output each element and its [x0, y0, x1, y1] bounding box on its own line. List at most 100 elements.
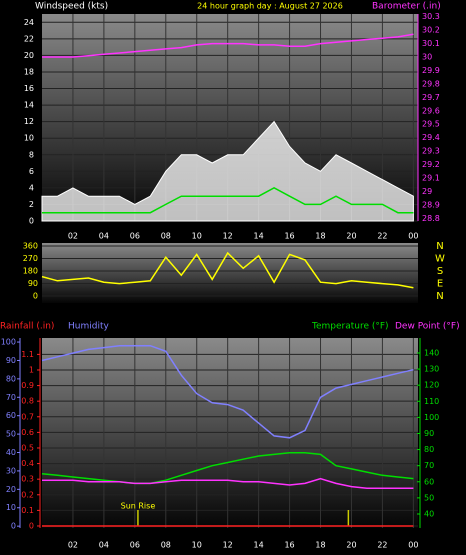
series-label: Rainfall (.in): [0, 322, 54, 332]
y-tick-label: 14: [24, 101, 34, 110]
y-tick-label: 6: [29, 167, 34, 176]
y-tick-label: 28.8: [422, 214, 440, 223]
y-tick-label: 12: [24, 117, 34, 126]
y-tick-label: 29.2: [422, 160, 440, 169]
y-tick-label: 70: [424, 461, 434, 470]
y-tick-label: 8: [29, 150, 34, 159]
x-tick-label: 08: [161, 232, 171, 241]
y-tick-label: 60: [424, 477, 434, 486]
y-tick-label: 0.9: [21, 381, 34, 390]
y-tick-label: 80: [424, 445, 434, 454]
x-tick-label: 04: [99, 541, 109, 550]
y-tick-label: 100: [424, 413, 439, 422]
y-tick-label: 0.4: [21, 459, 34, 468]
y-tick-label: 29.8: [422, 79, 440, 88]
y-tick-label: 270: [23, 254, 38, 263]
x-tick-label: 20: [346, 232, 356, 241]
x-tick-label: 08: [161, 541, 171, 550]
y-tick-label: 0: [29, 521, 34, 530]
y-tick-label: 60: [6, 411, 16, 420]
y-tick-label: 130: [424, 365, 439, 374]
x-tick-label: 04: [99, 232, 109, 241]
y-tick-label: 18: [24, 67, 34, 76]
y-tick-label: 28.9: [422, 200, 440, 209]
y-tick-label: 2: [29, 200, 34, 209]
y-tick-label: 90: [28, 279, 38, 288]
plot-area: [42, 338, 418, 528]
series-line: [42, 33, 414, 58]
x-tick-label: 12: [223, 232, 233, 241]
series-label: Barometer (.in): [372, 2, 441, 12]
series-line: [41, 251, 414, 289]
compass-label: S: [437, 266, 443, 277]
compass-label: E: [437, 279, 443, 290]
marker-label: Sun Rise: [121, 502, 156, 511]
series-area: [41, 120, 414, 222]
y-tick-label: 140: [424, 348, 439, 357]
y-tick-label: 180: [23, 267, 38, 276]
x-tick-label: 18: [315, 541, 325, 550]
x-tick-label: 06: [130, 232, 140, 241]
y-tick-label: 0.7: [21, 412, 34, 421]
y-tick-label: 29: [422, 187, 432, 196]
y-tick-label: 10: [6, 503, 16, 512]
series-line: [42, 477, 414, 489]
x-tick-label: 10: [192, 232, 202, 241]
y-tick-label: 0: [29, 217, 34, 226]
y-tick-label: 29.5: [422, 120, 440, 129]
series-line: [41, 344, 414, 439]
y-tick-label: 90: [6, 356, 16, 365]
y-tick-label: 20: [24, 51, 34, 60]
chart-title: 24 hour graph day : August 27 2026: [197, 2, 343, 11]
series-line: [41, 452, 414, 485]
x-tick-label: 12: [223, 541, 233, 550]
y-tick-label: 70: [6, 393, 16, 402]
x-tick-label: 20: [346, 541, 356, 550]
series-line: [42, 187, 414, 214]
x-tick-label: 22: [377, 541, 387, 550]
y-tick-label: 360: [23, 242, 38, 251]
y-tick-label: 110: [424, 397, 439, 406]
x-tick-label: 22: [377, 232, 387, 241]
y-tick-label: 100: [1, 338, 16, 347]
y-tick-label: 4: [29, 183, 34, 192]
y-tick-label: 29.7: [422, 93, 440, 102]
y-tick-label: 30.3: [422, 12, 440, 21]
y-tick-label: 20: [6, 485, 16, 494]
y-tick-label: 30: [422, 53, 432, 62]
y-tick-label: 1.1: [21, 350, 34, 359]
plot-area: [42, 243, 418, 303]
series-label: Humidity: [68, 322, 109, 332]
y-tick-label: 30.2: [422, 26, 440, 35]
x-tick-label: 18: [315, 232, 325, 241]
compass-label: W: [435, 254, 445, 265]
y-tick-label: 90: [424, 429, 434, 438]
x-tick-label: 16: [284, 541, 294, 550]
y-tick-label: 29.3: [422, 147, 440, 156]
x-tick-label: 02: [68, 541, 78, 550]
y-tick-label: 40: [424, 509, 434, 518]
y-tick-label: 120: [424, 381, 439, 390]
y-tick-label: 0: [33, 292, 38, 301]
y-tick-label: 29.6: [422, 106, 440, 115]
y-tick-label: 22: [24, 34, 34, 43]
y-tick-label: 30: [6, 466, 16, 475]
y-tick-label: 0.5: [21, 443, 34, 452]
y-tick-label: 24: [24, 18, 34, 27]
series-label: Dew Point (°F): [395, 322, 460, 332]
y-tick-label: 0.8: [21, 397, 34, 406]
x-tick-label: 06: [130, 541, 140, 550]
compass-label: N: [436, 291, 443, 302]
x-tick-label: 00: [408, 232, 418, 241]
y-tick-label: 16: [24, 84, 34, 93]
y-tick-label: 50: [6, 430, 16, 439]
x-tick-label: 00: [408, 541, 418, 550]
y-tick-label: 40: [6, 448, 16, 457]
y-tick-label: 0.3: [21, 475, 34, 484]
y-tick-label: 80: [6, 374, 16, 383]
x-tick-label: 10: [192, 541, 202, 550]
y-tick-label: 29.1: [422, 173, 440, 182]
y-tick-label: 29.9: [422, 66, 440, 75]
y-tick-label: 1: [29, 365, 34, 374]
